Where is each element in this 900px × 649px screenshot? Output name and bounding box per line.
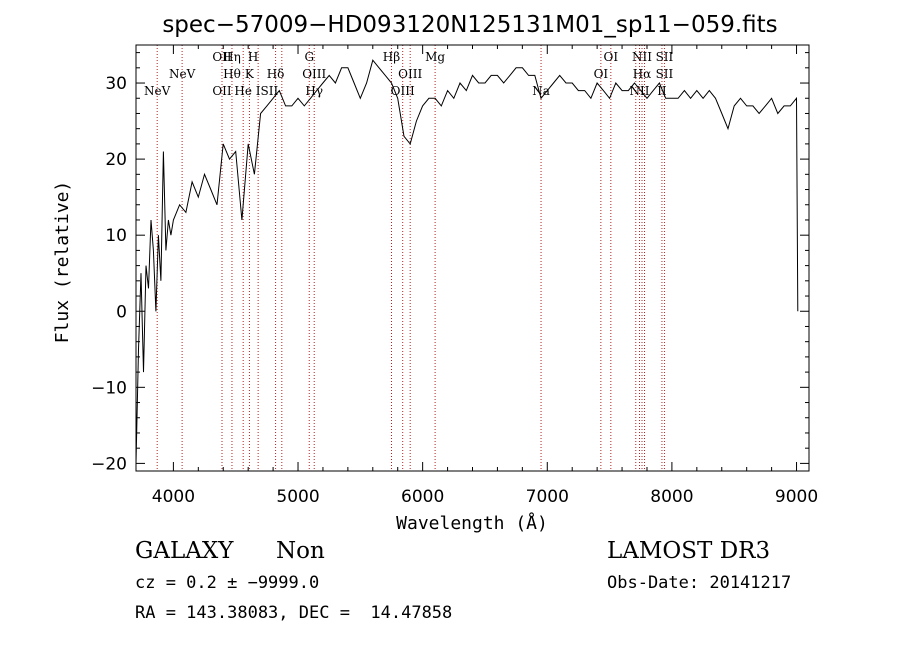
y-tick-label: 10	[105, 226, 127, 246]
line-label: Hθ	[223, 67, 241, 81]
y-tick-label: −10	[91, 378, 127, 398]
object-subclass: Non	[276, 538, 325, 564]
line-label: II	[657, 84, 667, 98]
line-label: OIII	[302, 67, 326, 81]
line-label: I	[256, 84, 261, 98]
object-class: GALAXY	[135, 538, 234, 564]
x-axis-ticks: 4000 5000 6000 7000 8000 9000	[152, 45, 818, 507]
survey-name: LAMOST DR3	[607, 538, 771, 564]
y-tick-label: 0	[116, 302, 127, 322]
line-label: H	[248, 50, 258, 64]
x-axis-label: Wavelength (Å)	[396, 512, 548, 534]
line-label: Hη	[223, 50, 241, 64]
line-label: Mg	[425, 50, 445, 64]
chart-title: spec−57009−HD093120N125131M01_sp11−059.f…	[162, 12, 777, 38]
line-label: OII	[212, 84, 232, 98]
ra-dec-coordinates: RA = 143.38083, DEC = 14.47858	[135, 603, 453, 623]
plot-frame	[135, 44, 810, 472]
observation-date: Obs-Date: 20141217	[607, 573, 792, 593]
line-label: OIII	[398, 67, 422, 81]
y-tick-label: −20	[91, 454, 127, 474]
line-label: SII	[261, 84, 279, 98]
line-label: Na	[532, 84, 550, 98]
y-axis-label: Flux (relative)	[52, 181, 73, 344]
line-label: He	[234, 84, 252, 98]
line-label: Hβ	[383, 50, 400, 64]
line-label: NII	[630, 84, 650, 98]
line-label: K	[245, 67, 255, 81]
line-label: OIII	[391, 84, 415, 98]
emission-line-markers	[156, 45, 665, 471]
line-label: SII	[656, 67, 674, 81]
y-tick-label: 30	[105, 74, 127, 94]
line-label: OI	[594, 67, 609, 81]
x-tick-label: 4000	[152, 487, 195, 507]
spectrum-series-line	[135, 59, 799, 464]
line-label: Hα	[633, 67, 652, 81]
x-tick-label: 7000	[526, 487, 569, 507]
x-tick-label: 9000	[775, 487, 818, 507]
line-label: OI	[604, 50, 619, 64]
line-label: OII	[212, 50, 232, 64]
y-axis-ticks: −20 −10 0 10 20 30	[91, 52, 809, 474]
redshift-cz: cz = 0.2 ± −9999.0	[135, 573, 320, 593]
line-label: NeV	[169, 67, 196, 81]
line-label: NII	[632, 50, 652, 64]
line-label: Hδ	[267, 67, 285, 81]
x-tick-label: 6000	[401, 487, 444, 507]
line-label: G	[304, 50, 314, 64]
y-tick-label: 20	[105, 150, 127, 170]
line-label: NeV	[144, 84, 171, 98]
x-tick-label: 8000	[650, 487, 693, 507]
line-label: SII	[656, 50, 674, 64]
x-tick-label: 5000	[276, 487, 319, 507]
